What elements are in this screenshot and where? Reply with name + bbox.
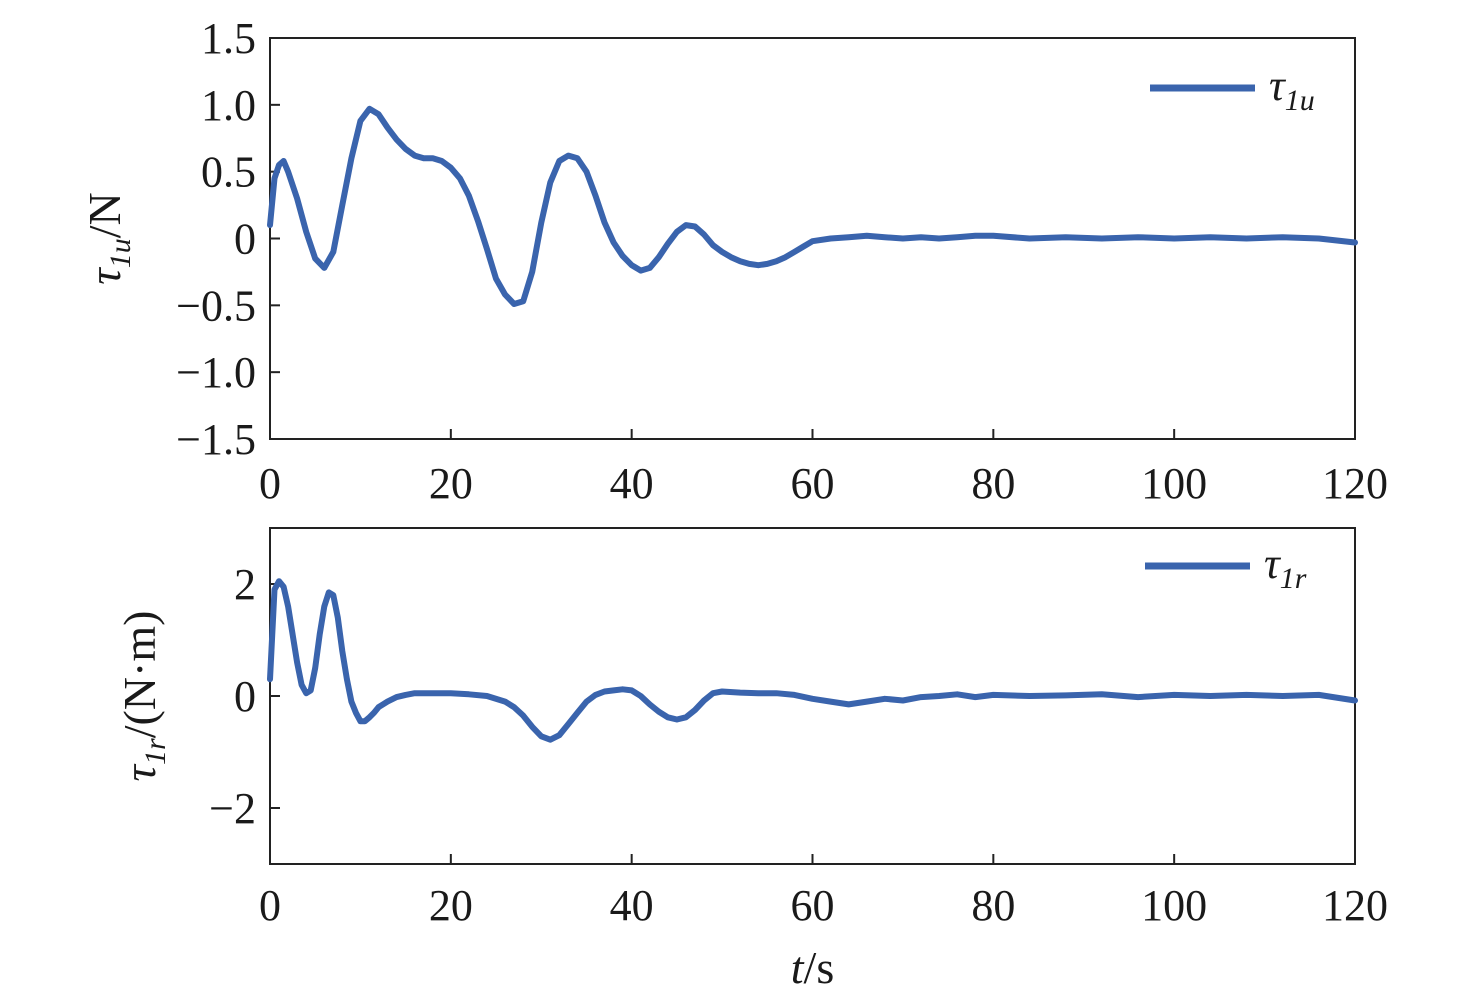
- y-axis-title: τ1r/(N·m): [114, 611, 172, 782]
- x-tick-label: 0: [259, 459, 281, 508]
- x-tick-label: 20: [429, 459, 473, 508]
- y-axis-title-subscript: 1u: [104, 238, 137, 268]
- y-tick-label: 0: [234, 672, 256, 721]
- x-tick-label: 60: [791, 459, 835, 508]
- x-tick-label: 100: [1141, 881, 1207, 930]
- y-tick-label: 0.5: [201, 148, 256, 197]
- y-tick-label: 1.0: [201, 81, 256, 130]
- legend-label-symbol: τ: [1264, 539, 1282, 588]
- x-axis-title-symbol: t: [791, 942, 805, 993]
- series-line-τ1r: [267, 578, 1358, 743]
- y-axis-title-unit: /N: [79, 192, 130, 238]
- chart-panel-top: 0 20 40 60 80 100 1201.51.00.50−0.5−1.0−1.5τ1u…: [79, 14, 1388, 508]
- x-tick-label: 120: [1322, 459, 1388, 508]
- x-tick-label: 120: [1322, 881, 1388, 930]
- y-axis-title-symbol: τ: [79, 267, 130, 285]
- y-tick-label: 2: [234, 560, 256, 609]
- legend-label-subscript: 1r: [1280, 562, 1307, 595]
- y-tick-label: −2: [209, 784, 256, 833]
- y-axis-title: τ1u/N: [79, 192, 137, 284]
- x-tick-label: 60: [791, 881, 835, 930]
- x-tick-label: 40: [610, 459, 654, 508]
- y-axis-title-subscript: 1r: [139, 738, 172, 765]
- x-axis-title-unit: /s: [804, 942, 835, 993]
- y-tick-label: −1.5: [176, 415, 256, 464]
- y-axis-title-symbol: τ: [114, 763, 165, 781]
- legend-label: τ1u: [1269, 61, 1315, 117]
- y-tick-label: −0.5: [176, 281, 256, 330]
- y-axis-title-unit: /(N·m): [114, 611, 165, 739]
- legend-label: τ1r: [1264, 539, 1307, 595]
- legend-label-subscript: 1u: [1285, 84, 1315, 117]
- y-tick-label: −1.0: [176, 348, 256, 397]
- series-line-τ1u: [267, 105, 1358, 307]
- y-tick-label: 0: [234, 215, 256, 264]
- x-tick-label: 80: [971, 881, 1015, 930]
- y-tick-label: 1.5: [201, 14, 256, 63]
- x-tick-label: 0: [259, 881, 281, 930]
- x-axis-title: t/s: [791, 942, 834, 993]
- x-tick-label: 40: [610, 881, 654, 930]
- x-tick-label: 20: [429, 881, 473, 930]
- x-tick-label: 80: [971, 459, 1015, 508]
- legend-label-symbol: τ: [1269, 61, 1287, 110]
- x-tick-label: 100: [1141, 459, 1207, 508]
